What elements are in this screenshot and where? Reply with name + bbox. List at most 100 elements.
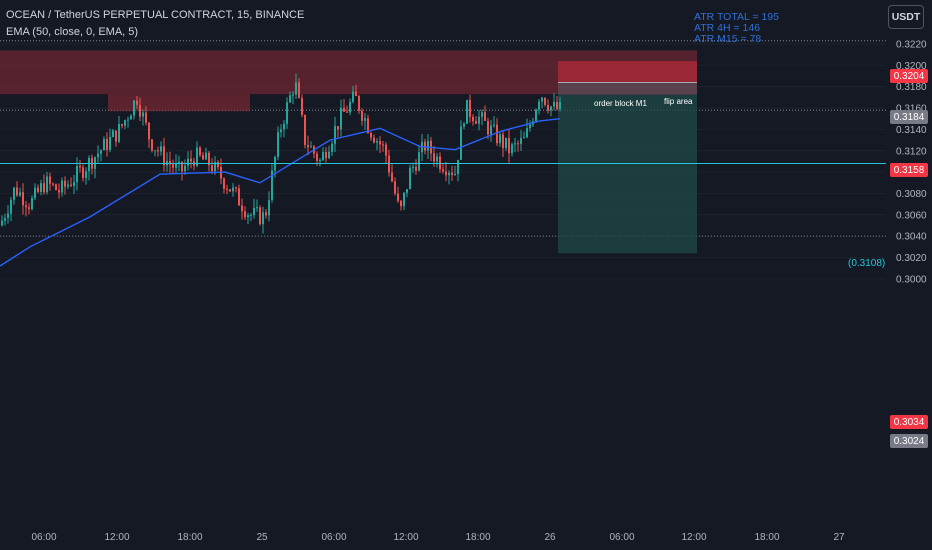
- candle-body: [448, 172, 450, 176]
- x-tick-label: 25: [256, 532, 268, 543]
- candle-body: [550, 106, 552, 111]
- zones: [0, 50, 697, 254]
- stop-zone: [558, 82, 697, 96]
- candle-body: [328, 151, 330, 159]
- candle-body: [331, 143, 333, 152]
- stop-price-tag: 0.3184: [890, 110, 928, 124]
- candle-body: [34, 187, 36, 198]
- candle-body: [388, 155, 390, 173]
- entry-price-tag: 0.3204: [890, 69, 928, 83]
- candle-body: [394, 181, 396, 194]
- candle-body: [19, 192, 21, 196]
- candle-body: [475, 121, 477, 124]
- candle-body: [349, 101, 351, 113]
- candle-body: [76, 165, 78, 183]
- candle-body: [1, 220, 3, 226]
- candle-body: [49, 176, 51, 184]
- x-tick-label: 26: [544, 532, 556, 543]
- candle-body: [370, 133, 372, 138]
- candle-body: [208, 152, 210, 166]
- candle-body: [268, 200, 270, 216]
- indicator-legend[interactable]: EMA (50, close, 0, EMA, 5): [6, 26, 139, 38]
- candle-body: [460, 126, 462, 160]
- candle-body: [343, 107, 345, 112]
- order-block-zone: [558, 61, 697, 83]
- candle-body: [436, 156, 438, 162]
- candle-body: [358, 96, 360, 111]
- candle-body: [115, 130, 117, 142]
- candle-body: [484, 112, 486, 121]
- candle-body: [106, 138, 108, 150]
- y-tick-label: 0.3200: [896, 61, 927, 72]
- candle-body: [232, 187, 234, 192]
- x-tick-label: 27: [833, 532, 845, 543]
- candle-body: [16, 187, 18, 196]
- candle-body: [409, 167, 411, 190]
- target-red-tag: 0.3034: [890, 415, 928, 429]
- candle-body: [163, 146, 165, 166]
- candle-body: [514, 143, 516, 145]
- currency-button[interactable]: USDT: [888, 5, 924, 29]
- x-tick-label: 06:00: [609, 532, 634, 543]
- y-tick-label: 0.3120: [896, 146, 927, 157]
- target-zone: [558, 95, 697, 254]
- candle-body: [250, 215, 252, 217]
- candle-body: [538, 101, 540, 110]
- candle-body: [553, 101, 555, 107]
- candle-body: [127, 119, 129, 121]
- candle-body: [559, 101, 561, 110]
- candle-body: [157, 150, 159, 152]
- candle-body: [52, 183, 54, 185]
- y-tick-label: 0.3180: [896, 82, 927, 93]
- candle-body: [172, 164, 174, 168]
- candle-body: [10, 199, 12, 214]
- candle-body: [391, 172, 393, 182]
- candle-body: [46, 176, 48, 193]
- candle-body: [160, 146, 162, 152]
- y-tick-label: 0.3060: [896, 210, 927, 221]
- candle-body: [247, 215, 249, 218]
- candle-body: [262, 212, 264, 225]
- candle-body: [40, 183, 42, 192]
- hline-price-label: (0.3108): [848, 258, 885, 269]
- candle-body: [301, 97, 303, 115]
- candle-body: [520, 138, 522, 144]
- candle-body: [556, 101, 558, 110]
- candle-body: [181, 161, 183, 172]
- candle-body: [223, 178, 225, 189]
- candle-body: [451, 172, 453, 175]
- candle-body: [88, 157, 90, 172]
- candle-body: [241, 205, 243, 212]
- y-tick-label: 0.3020: [896, 253, 927, 264]
- candle-body: [148, 122, 150, 140]
- candle-body: [544, 97, 546, 105]
- candle-body: [61, 180, 63, 193]
- candle-body: [382, 144, 384, 146]
- x-tick-label: 12:00: [681, 532, 706, 543]
- candle-body: [376, 141, 378, 143]
- candle-body: [397, 193, 399, 201]
- candle-body: [187, 158, 189, 166]
- candle-body: [97, 153, 99, 158]
- candle-body: [85, 171, 87, 179]
- candle-body: [121, 124, 123, 126]
- candle-body: [7, 213, 9, 218]
- candle-body: [478, 116, 480, 124]
- last-price-tag: 0.3158: [890, 163, 928, 177]
- candle-body: [526, 128, 528, 138]
- symbol-title[interactable]: OCEAN / TetherUS PERPETUAL CONTRACT, 15,…: [6, 9, 305, 21]
- candle-body: [202, 155, 204, 160]
- y-tick-label: 0.3080: [896, 189, 927, 200]
- candle-body: [373, 137, 375, 143]
- candle-body: [178, 161, 180, 164]
- candle-body: [418, 152, 420, 171]
- candle-body: [118, 124, 120, 142]
- candle-body: [130, 115, 132, 120]
- candle-body: [244, 211, 246, 218]
- candle-body: [13, 187, 15, 200]
- atr-total-text: ATR TOTAL = 195: [694, 11, 779, 23]
- y-tick-label: 0.3000: [896, 274, 927, 285]
- candle-body: [259, 207, 261, 225]
- candle-body: [214, 161, 216, 172]
